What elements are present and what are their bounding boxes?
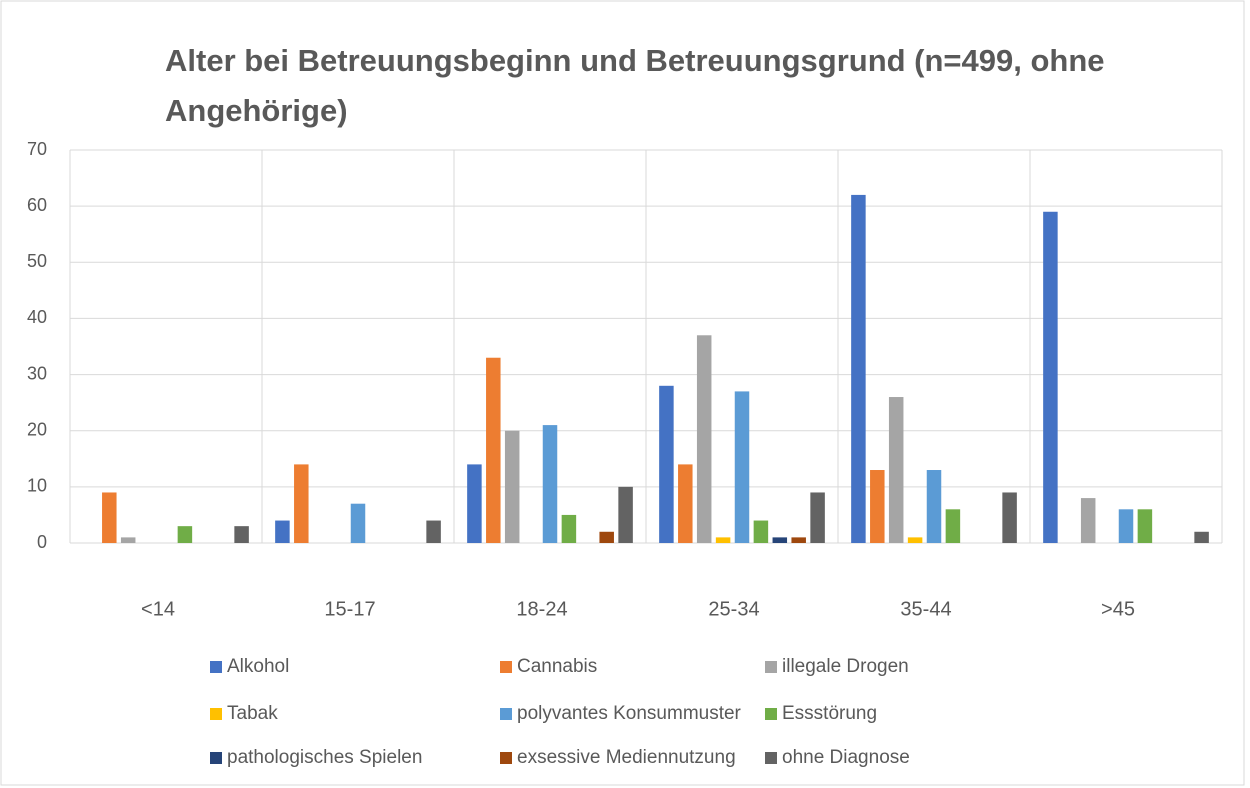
y-tick-label: 50 xyxy=(27,251,47,271)
bar xyxy=(772,537,788,543)
bar xyxy=(926,470,942,543)
bar xyxy=(177,526,193,543)
legend-label: Essstörung xyxy=(782,703,877,724)
x-tick-label: 25-34 xyxy=(708,598,759,620)
bar xyxy=(1080,498,1096,543)
bar xyxy=(599,531,614,543)
legend-swatch xyxy=(210,661,222,673)
legend-label: pathologisches Spielen xyxy=(227,747,422,768)
bar xyxy=(734,391,750,543)
x-tick-label: 18-24 xyxy=(516,598,567,620)
legend-label: ohne Diagnose xyxy=(782,747,910,768)
bar xyxy=(1137,509,1153,543)
legend-label: Alkohol xyxy=(227,656,289,677)
bar xyxy=(102,492,117,543)
bar xyxy=(486,357,501,543)
legend-label: Cannabis xyxy=(517,656,597,677)
bar xyxy=(275,520,290,543)
bar xyxy=(696,335,712,543)
bar xyxy=(542,425,558,543)
bar xyxy=(1194,531,1209,543)
legend-swatch xyxy=(500,708,512,720)
legend-label: exsessive Mediennutzung xyxy=(517,747,736,768)
bar xyxy=(810,492,825,543)
chart-title: Alter bei Betreuungsbeginn und Betreuung… xyxy=(165,43,1105,128)
bar xyxy=(945,509,961,543)
bar xyxy=(426,520,441,543)
y-tick-label: 70 xyxy=(27,139,47,159)
bar xyxy=(678,464,693,543)
bar xyxy=(618,486,633,543)
bar xyxy=(1043,211,1058,543)
x-tick-label: >45 xyxy=(1101,598,1135,620)
legend-label: Tabak xyxy=(227,703,278,724)
y-tick-label: 60 xyxy=(27,195,47,215)
legend-swatch xyxy=(500,752,512,764)
bar xyxy=(1118,509,1134,543)
y-tick-label: 0 xyxy=(37,532,47,552)
bar xyxy=(467,464,482,543)
bar xyxy=(870,470,885,543)
y-tick-label: 40 xyxy=(27,307,47,327)
legend-swatch xyxy=(210,752,222,764)
legend-label: polyvantes Konsummuster xyxy=(517,703,742,724)
legend-swatch xyxy=(500,661,512,673)
legend-swatch xyxy=(210,708,222,720)
x-tick-label: 15-17 xyxy=(324,598,375,620)
legend-label: illegale Drogen xyxy=(782,656,909,677)
bar xyxy=(120,537,136,543)
bar xyxy=(1002,492,1017,543)
legend-swatch xyxy=(765,708,777,720)
legend-swatch xyxy=(765,752,777,764)
bar xyxy=(851,194,866,543)
bar xyxy=(715,537,731,543)
legend-swatch xyxy=(765,661,777,673)
bar xyxy=(561,514,577,543)
bar xyxy=(294,464,309,543)
bar xyxy=(504,430,520,543)
y-tick-label: 20 xyxy=(27,419,47,439)
bar xyxy=(907,537,923,543)
bar xyxy=(888,397,904,543)
bar xyxy=(791,537,806,543)
x-tick-label: <14 xyxy=(141,598,175,620)
bar xyxy=(350,503,366,543)
bar xyxy=(753,520,769,543)
y-tick-label: 10 xyxy=(27,476,47,496)
y-tick-label: 30 xyxy=(27,363,47,383)
x-tick-label: 35-44 xyxy=(900,598,951,620)
bar xyxy=(659,385,674,543)
bar xyxy=(234,526,249,543)
